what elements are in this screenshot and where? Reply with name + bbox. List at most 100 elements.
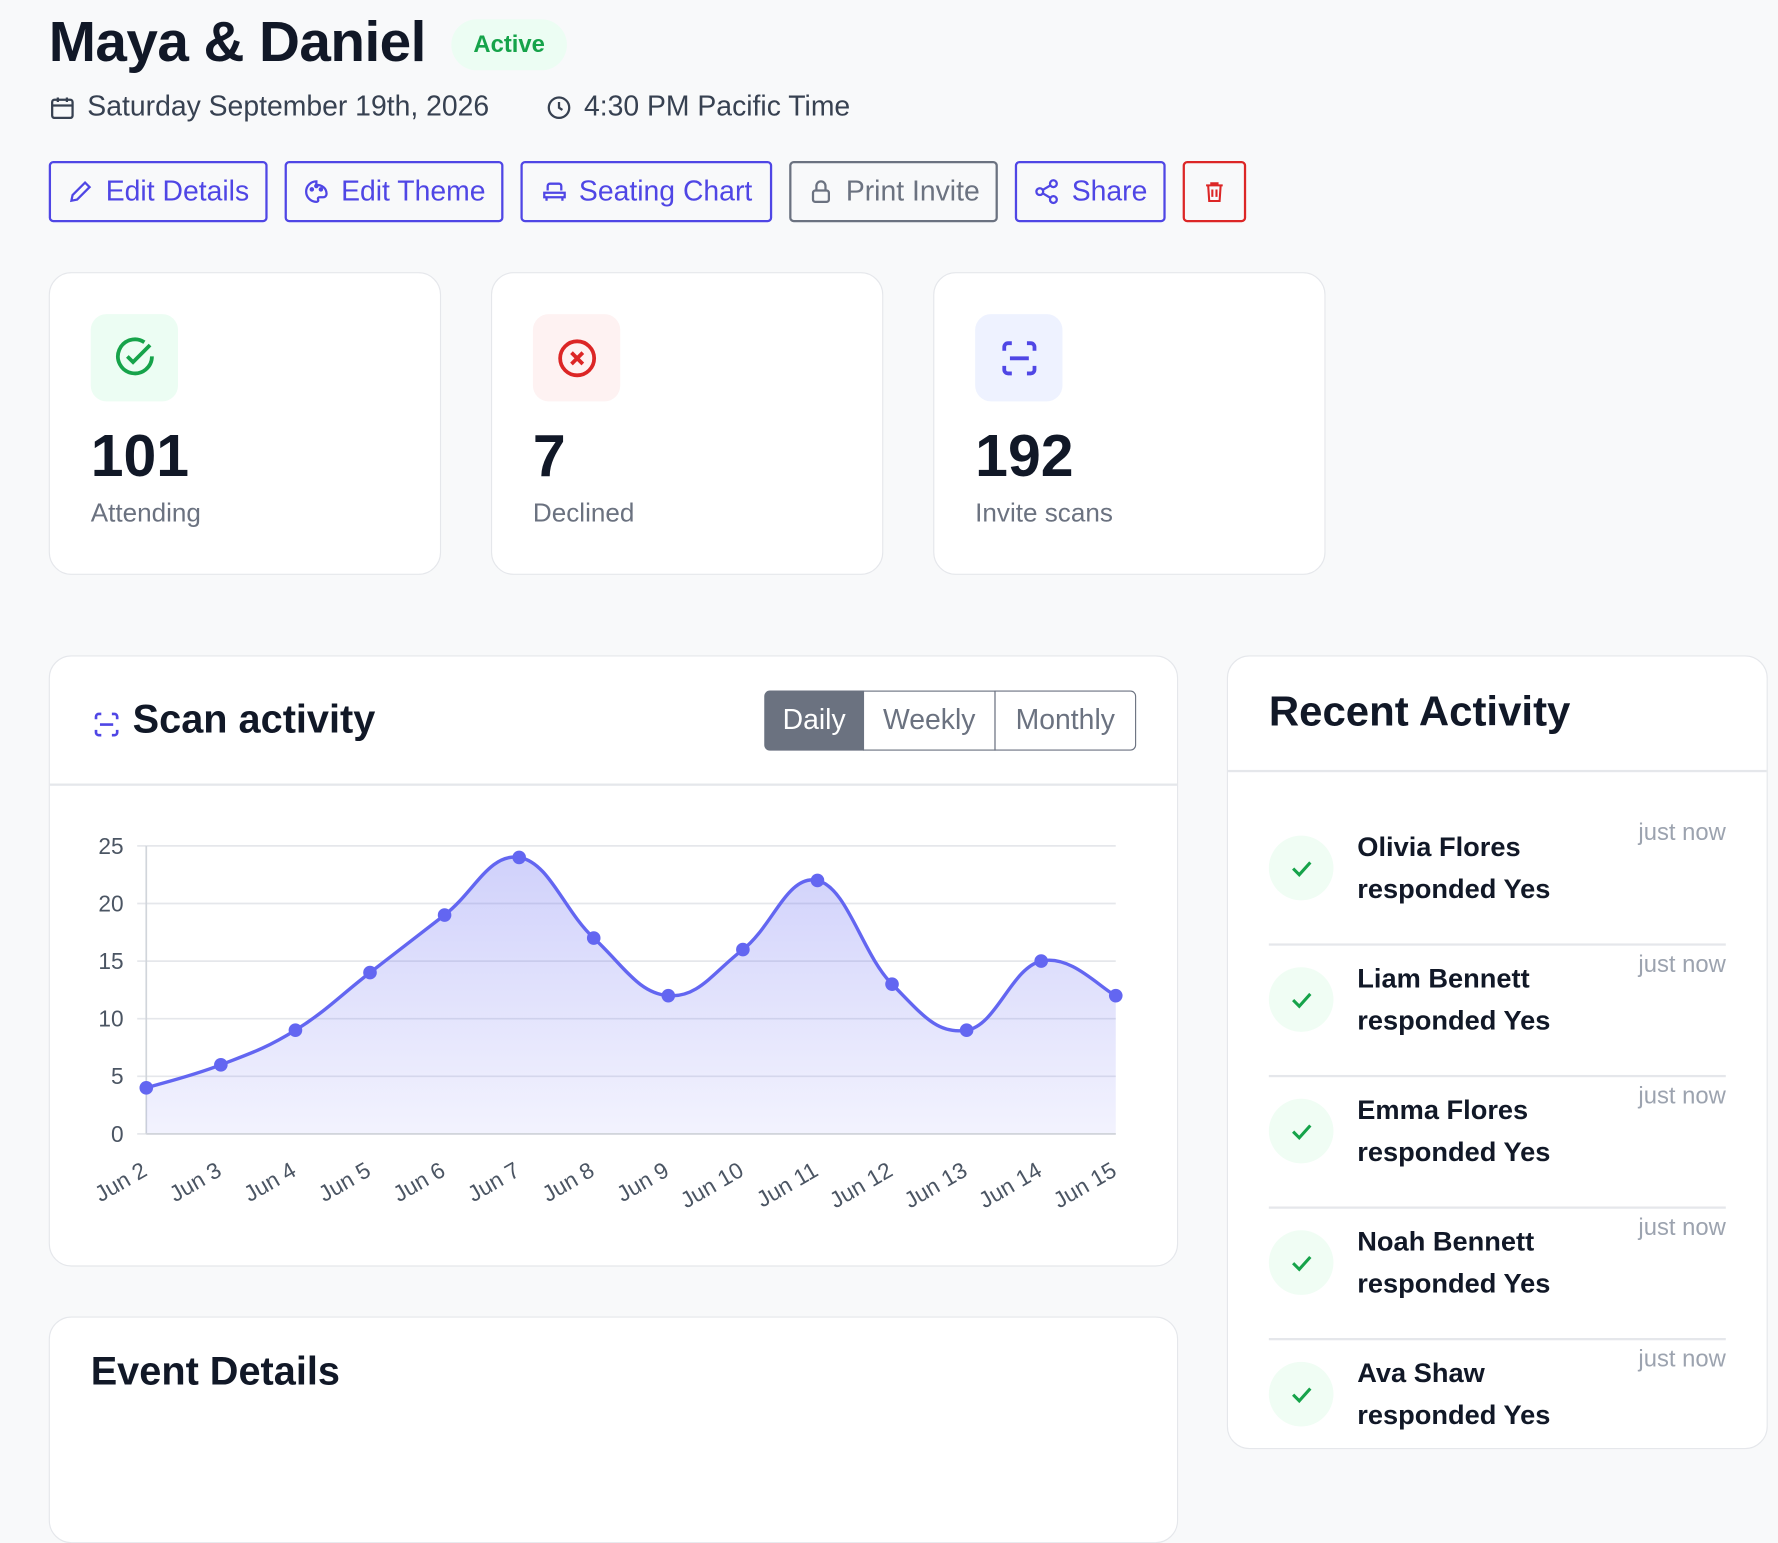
event-date: Saturday September 19th, 2026 [87, 90, 490, 123]
scan-activity-card: Scan activity Daily Weekly Monthly 0 5 10 1… [48, 655, 1179, 1267]
lock-icon [811, 180, 830, 203]
edit-theme-button[interactable]: Edit Theme [284, 161, 504, 223]
trash-icon [1206, 182, 1223, 203]
stat-icon [532, 314, 621, 402]
point [214, 1057, 228, 1072]
stat-label: Invite scans [975, 497, 1113, 528]
edit-details-button[interactable]: Edit Details [48, 161, 268, 223]
calendar-icon [51, 96, 74, 119]
separator [1268, 1338, 1726, 1340]
x-tick-label: Jun 11 [752, 1157, 822, 1213]
activity-time: just now [1638, 1214, 1726, 1241]
delete-button[interactable] [1182, 161, 1247, 223]
stat-card: 192 Invite scans [933, 272, 1326, 575]
y-tick-label: 10 [98, 1006, 123, 1032]
check-avatar [1268, 1098, 1334, 1164]
stat-icon [90, 314, 179, 402]
clock-icon [547, 95, 571, 119]
event-time: 4:30 PM Pacific Time [583, 90, 851, 123]
point [810, 873, 825, 888]
activity-name: Liam Bennett [1357, 963, 1530, 995]
activity-action: responded Yes [1357, 1137, 1551, 1168]
button-label: Share [1071, 175, 1148, 207]
stat-label: Attending [90, 497, 201, 528]
time-row: 4:30 PM Pacific Time [545, 91, 850, 124]
x-tick-label: Jun 3 [165, 1157, 226, 1207]
point [736, 942, 750, 957]
palette-icon [304, 180, 328, 203]
check-avatar [1268, 967, 1334, 1032]
point [586, 931, 601, 945]
seat-icon [542, 182, 566, 201]
card-title: Recent Activity [1268, 688, 1571, 735]
x-tick-label: Jun 7 [463, 1157, 524, 1207]
date-row: Saturday September 19th, 2026 [49, 91, 489, 124]
check-avatar [1268, 1230, 1334, 1295]
x-tick-label: Jun 2 [90, 1157, 151, 1207]
stat-icon [975, 314, 1063, 402]
x-tick-label: Jun 9 [612, 1157, 673, 1207]
scan-icon [94, 712, 119, 737]
stat-value: 101 [90, 424, 190, 490]
x-tick-label: Jun 5 [314, 1157, 375, 1207]
activity-action: responded Yes [1357, 1268, 1551, 1300]
check-icon [1291, 1255, 1311, 1271]
stat-value: 192 [975, 424, 1074, 490]
line [145, 855, 1117, 1090]
point [959, 1023, 974, 1038]
activity-action: responded Yes [1357, 1400, 1551, 1431]
point [885, 977, 899, 991]
button-label: Edit Details [105, 175, 250, 207]
x-circle-icon [557, 338, 596, 377]
check-icon [1291, 1123, 1311, 1140]
x-tick-label: Jun 10 [676, 1157, 748, 1214]
check-icon [1291, 860, 1311, 877]
stat-value: 7 [532, 424, 566, 490]
button-label: Print Invite [845, 175, 980, 207]
point [288, 1023, 303, 1038]
y-tick-label: 15 [98, 948, 123, 974]
activity-time: just now [1638, 1082, 1726, 1109]
point [1108, 988, 1123, 1003]
point [139, 1081, 154, 1095]
stat-card: 101 Attending [48, 272, 442, 575]
x-tick-label: Jun 15 [1049, 1157, 1121, 1214]
tab-daily[interactable]: Daily [764, 690, 865, 751]
card-title: Scan activity [132, 697, 376, 742]
share-icon [1035, 179, 1059, 205]
activity-time: just now [1638, 1345, 1726, 1373]
stat-label: Declined [532, 497, 635, 528]
check-icon [1291, 992, 1311, 1008]
area [146, 857, 1116, 1134]
divider [1228, 769, 1767, 772]
point [661, 988, 676, 1003]
activity-action: responded Yes [1357, 1005, 1551, 1037]
check-avatar [1268, 835, 1334, 901]
x-tick-label: Jun 8 [537, 1157, 598, 1207]
check-circle-icon [115, 336, 154, 375]
recent-activity-card: Recent Activity Olivia Flores responded Y… [1226, 655, 1768, 1450]
activity-name: Olivia Flores [1357, 832, 1521, 863]
x-tick-label: Jun 4 [239, 1157, 300, 1207]
print-invite-button[interactable]: Print Invite [789, 161, 998, 223]
separator [1268, 1206, 1726, 1209]
separator [1268, 1074, 1726, 1077]
scan-icon [1001, 340, 1036, 375]
activity-name: Emma Flores [1357, 1095, 1529, 1126]
activity-time: just now [1638, 951, 1726, 978]
y-tick-label: 20 [98, 890, 123, 916]
seating-chart-button[interactable]: Seating Chart [520, 161, 773, 223]
x-tick-label: Jun 6 [388, 1157, 449, 1207]
activity-action: responded Yes [1357, 874, 1551, 905]
pencil-icon [70, 180, 92, 203]
tab-monthly[interactable]: Monthly [994, 690, 1137, 751]
tab-weekly[interactable]: Weekly [862, 690, 996, 751]
activity-name: Noah Bennett [1357, 1226, 1535, 1258]
point [363, 965, 377, 980]
point [1034, 954, 1048, 968]
y-tick-label: 0 [111, 1121, 124, 1147]
x-tick-label: Jun 12 [825, 1157, 897, 1214]
button-label: Seating Chart [578, 175, 753, 207]
activity-time: just now [1638, 819, 1726, 846]
share-button[interactable]: Share [1014, 161, 1166, 223]
